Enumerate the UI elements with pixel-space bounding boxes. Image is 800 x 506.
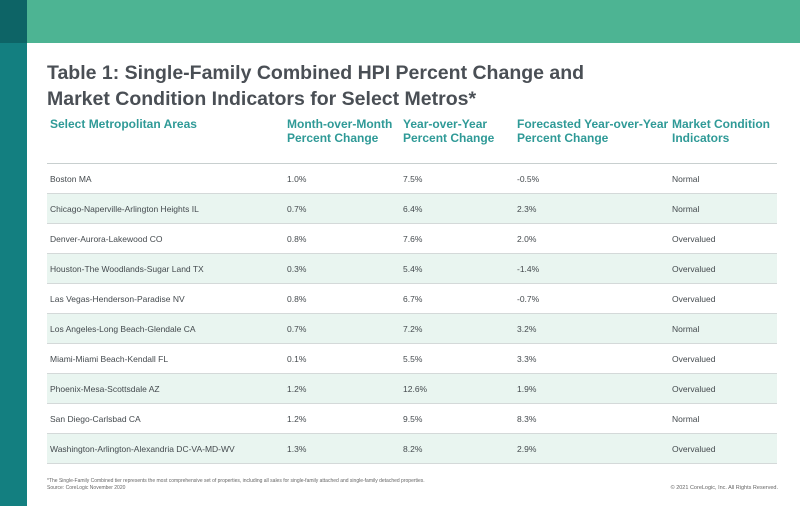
yoy-change-cell: 8.2% (400, 433, 514, 464)
metro-cell: Denver-Aurora-Lakewood CO (47, 223, 284, 254)
title-line-1: Table 1: Single-Family Combined HPI Perc… (47, 62, 585, 84)
market-condition-cell: Overvalued (669, 223, 777, 254)
table-row: Las Vegas-Henderson-Paradise NV 0.8% 6.7% -… (47, 283, 777, 314)
copyright: © 2021 CoreLogic, Inc. All Rights Reserv… (670, 485, 778, 491)
top-accent-bar (27, 0, 800, 43)
forecast-cell: 8.3% (514, 403, 669, 434)
mom-change-cell: 1.2% (284, 373, 400, 404)
mom-change-cell: 0.3% (284, 253, 400, 284)
col-header-yoy: Year-over-Year Percent Change (400, 114, 514, 164)
metro-cell: Washington-Arlington-Alexandria DC-VA-MD… (47, 433, 284, 464)
table-row: Houston-The Woodlands-Sugar Land TX 0.3% 5… (47, 253, 777, 284)
footnote: *The Single-Family Combined tier represe… (47, 478, 607, 492)
metro-cell: Boston MA (47, 163, 284, 194)
market-condition-cell: Overvalued (669, 433, 777, 464)
forecast-cell: 3.2% (514, 313, 669, 344)
yoy-change-cell: 5.4% (400, 253, 514, 284)
mom-change-cell: 1.0% (284, 163, 400, 194)
forecast-cell: -0.7% (514, 283, 669, 314)
yoy-change-cell: 7.5% (400, 163, 514, 194)
table-row: Miami-Miami Beach-Kendall FL 0.1% 5.5% 3.3%… (47, 343, 777, 374)
metro-cell: Houston-The Woodlands-Sugar Land TX (47, 253, 284, 284)
page-title: Table 1: Single-Family Combined HPI Perc… (47, 60, 767, 112)
metro-hpi-table: Select Metropolitan Areas Month-over-Mon… (47, 114, 777, 464)
mom-change-cell: 1.2% (284, 403, 400, 434)
footnote-source: Source: CoreLogic November 2020 (47, 485, 126, 491)
left-accent-corner (0, 0, 27, 43)
table-row: Denver-Aurora-Lakewood CO 0.8% 7.6% 2.0% Ove… (47, 223, 777, 254)
yoy-change-cell: 6.4% (400, 193, 514, 224)
market-condition-cell: Overvalued (669, 283, 777, 314)
col-header-metro: Select Metropolitan Areas (47, 114, 284, 164)
yoy-change-cell: 12.6% (400, 373, 514, 404)
market-condition-cell: Normal (669, 403, 777, 434)
mom-change-cell: 0.8% (284, 223, 400, 254)
col-header-forecast: Forecasted Year-over-Year Percent Change (514, 114, 669, 164)
mom-change-cell: 0.1% (284, 343, 400, 374)
table-row: Washington-Arlington-Alexandria DC-VA-MD… (47, 433, 777, 464)
yoy-change-cell: 7.2% (400, 313, 514, 344)
yoy-change-cell: 6.7% (400, 283, 514, 314)
market-condition-cell: Normal (669, 163, 777, 194)
col-header-mom: Month-over-Month Percent Change (284, 114, 400, 164)
table-row: Boston MA 1.0% 7.5% -0.5% Normal (47, 163, 777, 194)
forecast-cell: 3.3% (514, 343, 669, 374)
table-row: Chicago-Naperville-Arlington Heights IL 0… (47, 193, 777, 224)
forecast-cell: -0.5% (514, 163, 669, 194)
metro-cell: Miami-Miami Beach-Kendall FL (47, 343, 284, 374)
metro-cell: San Diego-Carlsbad CA (47, 403, 284, 434)
mom-change-cell: 1.3% (284, 433, 400, 464)
title-line-2: Market Condition Indicators for Select M… (47, 88, 477, 110)
metro-cell: Los Angeles-Long Beach-Glendale CA (47, 313, 284, 344)
market-condition-cell: Normal (669, 193, 777, 224)
yoy-change-cell: 7.6% (400, 223, 514, 254)
forecast-cell: 2.0% (514, 223, 669, 254)
forecast-cell: 2.3% (514, 193, 669, 224)
table-header-row: Select Metropolitan Areas Month-over-Mon… (47, 114, 777, 164)
yoy-change-cell: 5.5% (400, 343, 514, 374)
table-row: Los Angeles-Long Beach-Glendale CA 0.7% 7.… (47, 313, 777, 344)
forecast-cell: 1.9% (514, 373, 669, 404)
metro-cell: Chicago-Naperville-Arlington Heights IL (47, 193, 284, 224)
footnote-line-1: *The Single-Family Combined tier represe… (47, 478, 425, 484)
forecast-cell: 2.9% (514, 433, 669, 464)
table-row: Phoenix-Mesa-Scottsdale AZ 1.2% 12.6% 1.9% O… (47, 373, 777, 404)
forecast-cell: -1.4% (514, 253, 669, 284)
col-header-market-condition: Market Condition Indicators (669, 114, 777, 164)
left-accent-bar (0, 0, 27, 506)
table-row: San Diego-Carlsbad CA 1.2% 9.5% 8.3% Normal (47, 403, 777, 434)
market-condition-cell: Overvalued (669, 343, 777, 374)
yoy-change-cell: 9.5% (400, 403, 514, 434)
market-condition-cell: Overvalued (669, 253, 777, 284)
mom-change-cell: 0.8% (284, 283, 400, 314)
market-condition-cell: Overvalued (669, 373, 777, 404)
mom-change-cell: 0.7% (284, 193, 400, 224)
mom-change-cell: 0.7% (284, 313, 400, 344)
market-condition-cell: Normal (669, 313, 777, 344)
metro-cell: Phoenix-Mesa-Scottsdale AZ (47, 373, 284, 404)
metro-cell: Las Vegas-Henderson-Paradise NV (47, 283, 284, 314)
